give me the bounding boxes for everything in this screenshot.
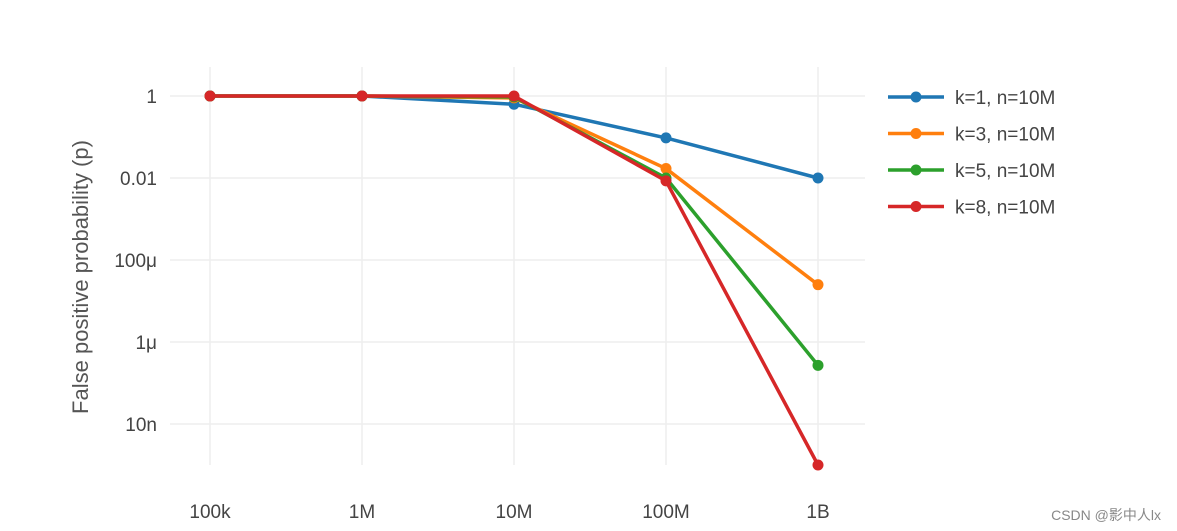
data-point	[812, 279, 824, 291]
y-axis-ticks: 1 0.01 100μ 1μ 10n	[114, 87, 157, 436]
data-point	[660, 132, 672, 144]
y-tick-label: 1μ	[135, 333, 157, 354]
x-tick-label: 1B	[806, 502, 829, 523]
legend-swatch-marker	[910, 91, 922, 103]
series-4	[204, 90, 824, 471]
legend-swatch-marker	[910, 128, 922, 139]
legend-label: k=1, n=10M	[955, 88, 1055, 109]
legend-item[interactable]: k=8, n=10M	[888, 198, 1055, 219]
y-tick-label: 100μ	[114, 251, 157, 272]
data-point	[660, 163, 672, 175]
legend-swatch-marker	[910, 201, 922, 212]
data-point	[812, 459, 824, 471]
y-tick-label: 0.01	[120, 169, 157, 190]
legend-item[interactable]: k=3, n=10M	[888, 125, 1055, 146]
data-point	[508, 90, 520, 102]
x-tick-label: 10M	[496, 502, 533, 523]
legend-swatch-marker	[910, 164, 922, 176]
x-tick-label: 1M	[349, 502, 375, 523]
watermark: CSDN @影中人lx	[1051, 507, 1161, 523]
data-point	[660, 175, 672, 187]
x-axis-ticks: 100k 1M 10M 100M 1B	[189, 502, 829, 523]
data-point	[356, 90, 368, 102]
x-tick-label: 100M	[642, 502, 690, 523]
data-point	[812, 172, 824, 184]
data-point	[204, 90, 216, 102]
series-group	[204, 90, 824, 471]
legend-label: k=8, n=10M	[955, 198, 1055, 219]
legend-label: k=3, n=10M	[955, 125, 1055, 146]
grid	[170, 67, 865, 465]
legend-item[interactable]: k=1, n=10M	[888, 88, 1055, 109]
y-axis-label: False positive probability (p)	[68, 140, 93, 414]
legend: k=1, n=10M k=3, n=10M k=5, n=10M k=8, n=10M	[888, 88, 1055, 219]
y-tick-label: 10n	[125, 415, 157, 436]
legend-label: k=5, n=10M	[955, 161, 1055, 182]
data-point	[812, 359, 824, 371]
y-tick-label: 1	[146, 87, 157, 108]
x-tick-label: 100k	[189, 502, 231, 523]
legend-item[interactable]: k=5, n=10M	[888, 161, 1055, 182]
